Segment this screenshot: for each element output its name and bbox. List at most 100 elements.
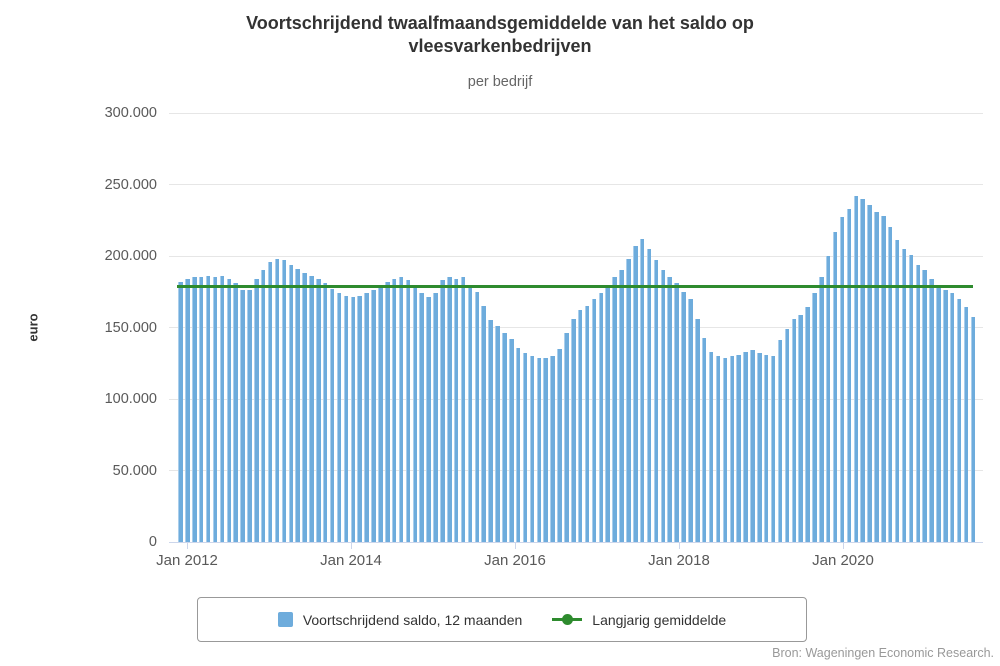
column-bar — [185, 278, 190, 542]
column-bar — [178, 281, 183, 542]
column-bar — [440, 280, 445, 542]
x-tick-label: Jan 2012 — [156, 552, 218, 569]
column-bar — [639, 238, 645, 542]
x-tick-label: Jan 2016 — [484, 552, 546, 569]
column-bar — [708, 351, 714, 542]
column-bar — [233, 283, 238, 542]
column-bar — [260, 270, 266, 542]
column-bar — [874, 211, 879, 542]
column-bar — [536, 357, 542, 542]
average-line — [177, 284, 973, 288]
column-bar — [963, 307, 969, 542]
column-bar — [722, 357, 728, 542]
column-bar — [543, 357, 548, 542]
column-bar — [550, 356, 555, 542]
y-gridline — [169, 112, 983, 114]
column-bar — [970, 317, 976, 542]
column-bar — [357, 296, 362, 542]
column-bar — [192, 277, 197, 542]
x-tick-label: Jan 2020 — [812, 552, 874, 569]
column-bar — [867, 204, 872, 542]
y-gridline — [169, 398, 983, 400]
column-bar — [281, 260, 287, 542]
column-bar — [460, 277, 466, 542]
column-bar — [832, 231, 838, 542]
chart-title-line1: Voortschrijdend twaalfmaandsgemiddelde v… — [246, 13, 754, 33]
y-gridline — [169, 184, 983, 185]
column-bar — [212, 277, 218, 542]
column-bar — [908, 254, 914, 542]
x-tick-label: Jan 2014 — [320, 552, 382, 569]
legend-item-gemiddelde[interactable]: Langjarig gemiddelde — [552, 612, 726, 628]
y-tick-label: 50.000 — [112, 462, 157, 479]
column-bar — [419, 293, 424, 542]
column-bar — [949, 293, 955, 542]
column-bar — [288, 264, 294, 542]
column-bar — [791, 318, 796, 542]
legend-item-saldo-label: Voortschrijdend saldo, 12 maanden — [302, 611, 523, 628]
column-bar — [784, 328, 790, 542]
column-bar — [398, 277, 404, 542]
source-credit: Bron: Wageningen Economic Research. — [772, 646, 994, 660]
line-series-swatch-icon — [552, 614, 583, 626]
column-bar — [584, 306, 590, 542]
column-bar — [309, 276, 314, 542]
x-axis-tick — [678, 542, 680, 549]
column-bar — [929, 278, 934, 542]
x-axis-line — [169, 541, 983, 543]
x-tick-label: Jan 2018 — [648, 552, 710, 569]
column-bar — [529, 356, 535, 542]
column-bar — [894, 240, 900, 542]
chart-title-line2: vleesvarkenbedrijven — [408, 36, 592, 57]
column-bar — [467, 284, 473, 542]
column-bar — [515, 347, 521, 542]
column-bar — [839, 217, 845, 542]
column-bar — [660, 270, 666, 542]
column-bar — [633, 245, 638, 542]
column-bar — [502, 333, 507, 542]
column-bar — [247, 290, 252, 542]
column-bar — [336, 293, 342, 542]
column-bar — [901, 248, 907, 542]
column-bar — [736, 354, 741, 542]
column-bar — [322, 283, 328, 542]
x-axis-tick — [514, 542, 516, 549]
column-bar — [825, 256, 831, 542]
column-bar — [371, 290, 376, 542]
column-bar — [226, 278, 232, 542]
column-bar — [956, 298, 962, 542]
column-bar — [798, 314, 803, 542]
column-bar — [750, 350, 755, 542]
y-tick-label: 200.000 — [104, 248, 157, 264]
column-bar — [509, 338, 514, 542]
column-bar — [302, 273, 307, 542]
column-bar — [619, 270, 624, 542]
column-bar — [819, 277, 824, 542]
y-tick-label: 100.000 — [104, 391, 157, 407]
x-axis-tick — [842, 542, 844, 549]
column-bar — [412, 287, 418, 542]
y-gridline — [169, 255, 983, 257]
column-bar — [887, 227, 893, 542]
column-bar — [557, 348, 562, 542]
column-bar — [936, 286, 941, 542]
legend-item-saldo[interactable]: Voortschrijdend saldo, 12 maanden — [277, 611, 523, 628]
column-bar — [240, 290, 245, 542]
column-bar — [743, 351, 748, 542]
column-bar — [770, 356, 776, 542]
legend-item-gemiddelde-label: Langjarig gemiddelde — [592, 611, 727, 628]
column-bar — [860, 198, 865, 542]
column-bar — [329, 288, 335, 542]
column-bar — [495, 326, 500, 542]
column-bar — [577, 310, 583, 542]
column-bar — [274, 258, 280, 542]
column-bar — [205, 276, 211, 542]
column-bar — [626, 258, 631, 542]
column-bar — [943, 290, 948, 542]
legend-box: Voortschrijdend saldo, 12 maanden Langja… — [197, 597, 807, 642]
y-tick-label: 300.000 — [104, 105, 157, 121]
y-gridline — [169, 327, 983, 328]
column-bar — [805, 307, 810, 542]
column-bar — [591, 298, 597, 542]
